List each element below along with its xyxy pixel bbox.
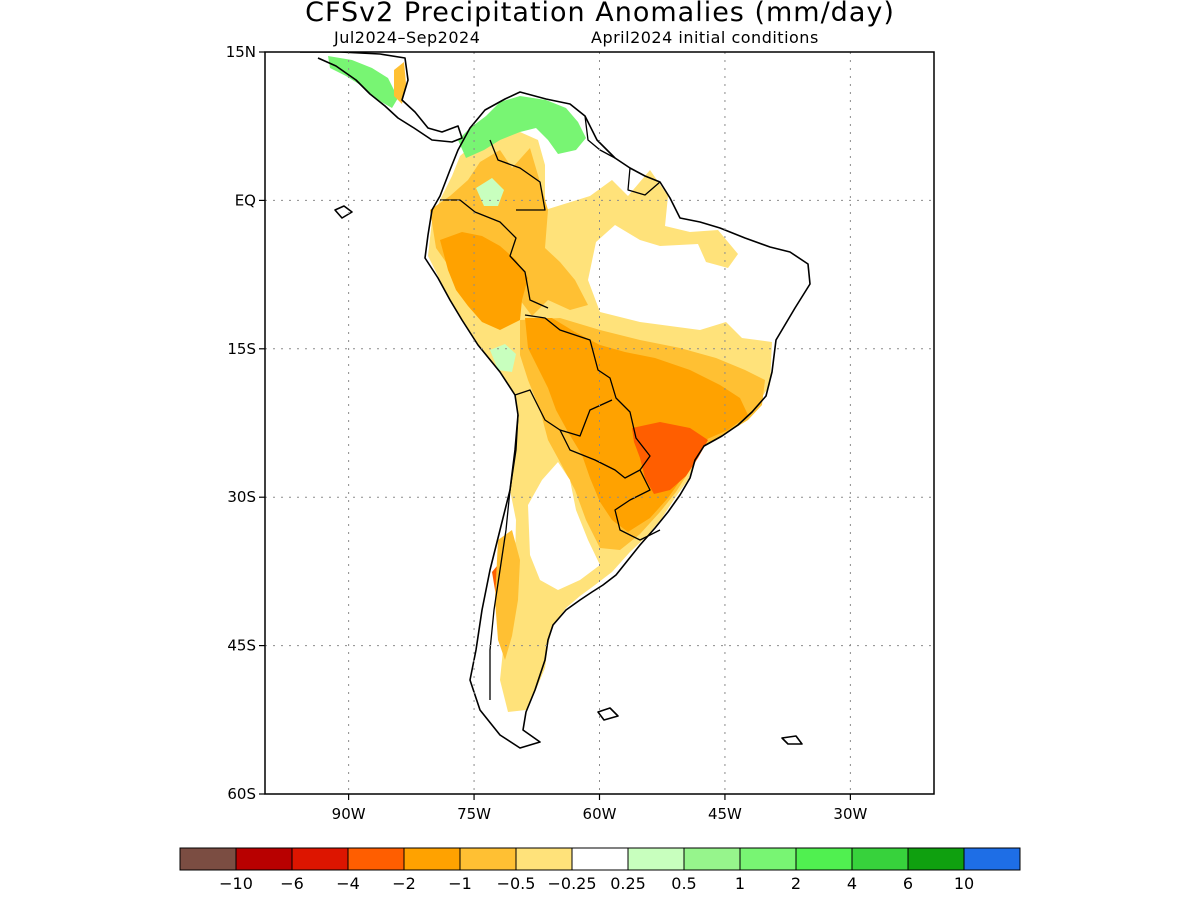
map-plot-area bbox=[265, 52, 934, 794]
anomaly-darkorange-peru bbox=[440, 232, 528, 330]
coastlines bbox=[300, 52, 811, 749]
anomaly-white-argentina bbox=[528, 462, 600, 590]
anomaly-orangered-brazil bbox=[632, 422, 708, 494]
colorbar-swatch bbox=[347, 847, 405, 871]
colorbar-label: 6 bbox=[903, 874, 913, 893]
anomaly-darkorange-central bbox=[525, 318, 748, 532]
lon-tick-label: 75W bbox=[457, 805, 491, 823]
colorbar-label: 0.25 bbox=[610, 874, 646, 893]
colorbar-swatch bbox=[851, 847, 909, 871]
lat-tick-label: 15S bbox=[227, 340, 256, 358]
lat-tick-label: 60S bbox=[227, 785, 256, 803]
colorbar-swatch bbox=[571, 847, 629, 871]
colorbar-label: −2 bbox=[392, 874, 416, 893]
colorbar-swatch bbox=[403, 847, 461, 871]
lon-tick-label: 90W bbox=[332, 805, 366, 823]
colorbar-swatch bbox=[739, 847, 797, 871]
lat-tick-label: 15N bbox=[226, 43, 256, 61]
lon-tick-label: 45W bbox=[708, 805, 742, 823]
anomaly-lightgreen-bolivia bbox=[490, 344, 516, 372]
longitude-axis: 90W 75W 60W 45W 30W bbox=[332, 794, 868, 823]
colorbar: −10 −6 −4 −2 −1 −0.5 −0.25 0.25 0.5 1 2 4 6 10 bbox=[179, 847, 1021, 893]
colorbar-swatch bbox=[627, 847, 685, 871]
colorbar-swatch bbox=[907, 847, 965, 871]
colorbar-label: −1 bbox=[448, 874, 472, 893]
colorbar-label: 2 bbox=[791, 874, 801, 893]
colorbar-swatch bbox=[515, 847, 573, 871]
colorbar-label: 10 bbox=[954, 874, 974, 893]
lon-tick-label: 60W bbox=[583, 805, 617, 823]
colorbar-swatch bbox=[291, 847, 349, 871]
colorbar-swatch bbox=[963, 847, 1021, 871]
lat-tick-label: 45S bbox=[227, 637, 256, 655]
colorbar-swatch bbox=[459, 847, 517, 871]
map-title: CFSv2 Precipitation Anomalies (mm/day) bbox=[305, 0, 895, 28]
lat-tick-label: 30S bbox=[227, 488, 256, 506]
anomaly-orange-central-america bbox=[394, 62, 406, 104]
lat-tick-label: EQ bbox=[235, 191, 256, 209]
colorbar-label: −4 bbox=[336, 874, 360, 893]
colorbar-label: −10 bbox=[219, 874, 253, 893]
colorbar-label: 1 bbox=[735, 874, 745, 893]
colorbar-swatch bbox=[795, 847, 853, 871]
colorbar-label: −6 bbox=[280, 874, 304, 893]
lon-tick-label: 30W bbox=[833, 805, 867, 823]
anomaly-green-venezuela bbox=[458, 96, 586, 158]
colorbar-swatch bbox=[179, 847, 237, 871]
initial-conditions: April2024 initial conditions bbox=[591, 28, 819, 47]
colorbar-swatch bbox=[235, 847, 293, 871]
colorbar-label: 0.5 bbox=[671, 874, 696, 893]
anomaly-lightgreen-colombia bbox=[476, 178, 504, 206]
anomaly-green-central-america bbox=[328, 56, 398, 108]
colorbar-label: −0.5 bbox=[497, 874, 536, 893]
colorbar-label: 4 bbox=[847, 874, 857, 893]
colorbar-label: −0.25 bbox=[547, 874, 596, 893]
country-borders bbox=[440, 115, 661, 700]
valid-period: Jul2024–Sep2024 bbox=[334, 28, 481, 47]
latitude-axis: 15N EQ 15S 30S 45S 60S bbox=[226, 43, 265, 803]
colorbar-swatch bbox=[683, 847, 741, 871]
